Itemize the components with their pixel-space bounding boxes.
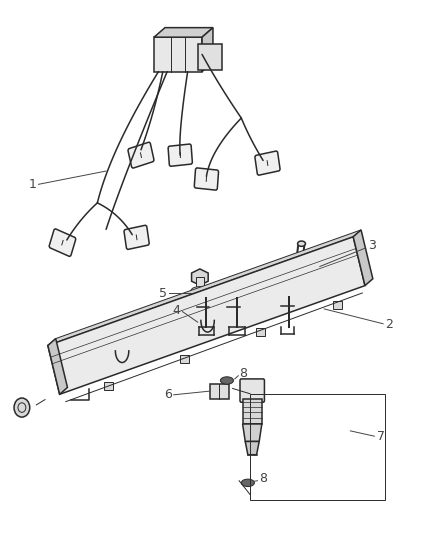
Polygon shape: [48, 237, 364, 394]
Ellipse shape: [313, 290, 321, 295]
Bar: [197, 44, 221, 70]
FancyBboxPatch shape: [240, 379, 264, 402]
FancyBboxPatch shape: [168, 144, 192, 166]
Text: 1: 1: [28, 178, 36, 191]
FancyBboxPatch shape: [128, 142, 154, 168]
Circle shape: [14, 398, 30, 417]
Text: 8: 8: [258, 472, 266, 485]
Polygon shape: [154, 28, 212, 37]
Text: 8: 8: [239, 367, 247, 380]
Polygon shape: [48, 230, 360, 345]
Ellipse shape: [241, 479, 254, 487]
Text: 3: 3: [367, 239, 375, 252]
Polygon shape: [353, 230, 372, 286]
Polygon shape: [48, 338, 67, 394]
FancyBboxPatch shape: [194, 168, 218, 190]
Polygon shape: [191, 269, 208, 285]
Bar: [195, 277, 204, 290]
Text: 6: 6: [163, 389, 171, 401]
Bar: [250, 394, 385, 500]
Bar: [332, 301, 341, 309]
Bar: [103, 382, 112, 390]
Bar: [209, 384, 229, 399]
Text: 4: 4: [172, 304, 180, 317]
FancyBboxPatch shape: [49, 229, 75, 256]
Bar: [154, 37, 201, 71]
Bar: [180, 355, 188, 363]
Text: 5: 5: [159, 287, 167, 300]
FancyBboxPatch shape: [254, 151, 279, 175]
Ellipse shape: [297, 241, 305, 246]
Ellipse shape: [191, 287, 208, 294]
Ellipse shape: [220, 377, 233, 384]
Polygon shape: [245, 441, 258, 455]
FancyBboxPatch shape: [124, 225, 149, 249]
Polygon shape: [201, 28, 212, 71]
Bar: [256, 328, 265, 336]
Polygon shape: [242, 424, 261, 441]
Text: 2: 2: [385, 318, 392, 332]
Text: 7: 7: [376, 430, 384, 443]
Bar: [242, 399, 261, 424]
